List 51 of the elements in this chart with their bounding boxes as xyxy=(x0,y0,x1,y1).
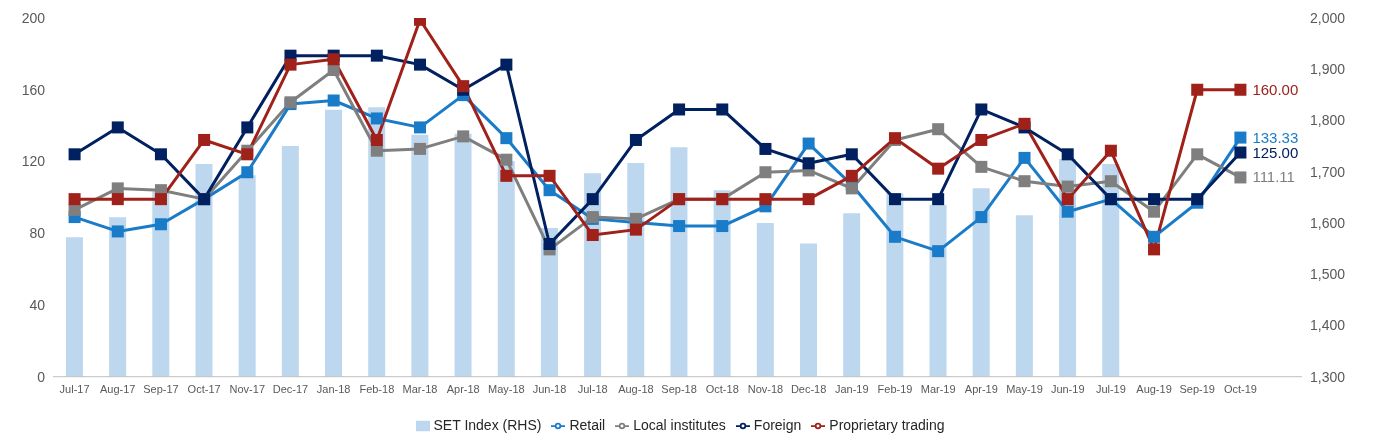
x-tick-label: May-18 xyxy=(488,382,525,395)
x-tick-label: Feb-19 xyxy=(877,382,913,395)
data-label: 125.00 xyxy=(1252,143,1299,161)
data-label: 160.00 xyxy=(1252,80,1299,98)
y-tick-label: 120 xyxy=(21,153,46,170)
y-tick-label: 200 xyxy=(21,10,46,26)
legend-label: Foreign xyxy=(753,416,802,433)
y-tick-label: 40 xyxy=(29,296,46,313)
x-tick-label: Apr-18 xyxy=(446,382,480,395)
x-tick-label: Sep-19 xyxy=(1179,382,1215,395)
y2-tick-label: 1,900 xyxy=(1310,61,1346,78)
y2-tick-label: 1,400 xyxy=(1310,317,1346,334)
x-tick-label: Jan-19 xyxy=(834,382,869,395)
data-label: 133.33 xyxy=(1252,128,1299,146)
x-tick-label: Aug-18 xyxy=(618,382,654,395)
x-tick-label: Dec-18 xyxy=(790,382,827,395)
x-tick-label: Jul-17 xyxy=(59,382,90,395)
x-tick-label: Feb-18 xyxy=(359,382,395,395)
x-tick-label: Sep-17 xyxy=(143,382,179,395)
x-tick-label: Mar-18 xyxy=(402,382,438,395)
legend-label: SET Index (RHS) xyxy=(433,416,542,433)
x-tick-label: Dec-17 xyxy=(272,382,309,395)
y-tick-label: 0 xyxy=(37,368,46,385)
x-tick-label: Aug-17 xyxy=(100,382,136,395)
x-tick-label: Nov-17 xyxy=(229,382,266,395)
x-tick-label: Apr-19 xyxy=(964,382,998,395)
x-tick-label: Oct-19 xyxy=(1223,382,1257,395)
x-tick-label: Nov-18 xyxy=(747,382,784,395)
x-tick-label: Aug-19 xyxy=(1136,382,1172,395)
y2-tick-label: 1,600 xyxy=(1310,214,1346,231)
x-tick-label: Mar-19 xyxy=(920,382,956,395)
y2-tick-label: 1,800 xyxy=(1310,112,1346,129)
y2-tick-label: 2,000 xyxy=(1310,9,1346,26)
x-tick-label: May-19 xyxy=(1006,382,1043,395)
y2-tick-label: 1,700 xyxy=(1310,163,1346,180)
y2-tick-label: 1,300 xyxy=(1310,368,1346,385)
x-tick-label: Jul-18 xyxy=(577,382,608,395)
y-tick-label: 80 xyxy=(29,225,46,242)
y-tick-label: 160 xyxy=(21,81,46,98)
legend-label: Local institutes xyxy=(633,416,726,433)
legend-label: Proprietary trading xyxy=(829,416,945,433)
x-tick-label: Jan-18 xyxy=(316,382,351,395)
x-tick-label: Jul-19 xyxy=(1095,382,1126,395)
x-tick-label: Oct-18 xyxy=(705,382,739,395)
x-tick-label: Jun-19 xyxy=(1050,382,1085,395)
data-label: 111.11 xyxy=(1252,168,1295,186)
x-tick-label: Oct-17 xyxy=(187,382,221,395)
x-tick-label: Sep-18 xyxy=(661,382,697,395)
x-tick-label: Jun-18 xyxy=(532,382,567,395)
legend-label: Retail xyxy=(569,416,606,433)
y2-tick-label: 1,500 xyxy=(1310,266,1346,283)
